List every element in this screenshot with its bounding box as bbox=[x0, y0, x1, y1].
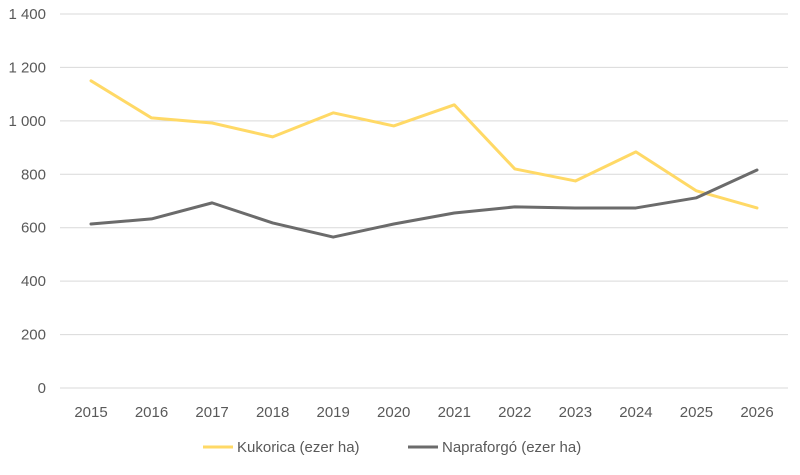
x-tick-label: 2018 bbox=[256, 404, 289, 421]
y-tick-label: 0 bbox=[38, 380, 46, 397]
x-tick-label: 2020 bbox=[377, 404, 410, 421]
x-tick-label: 2016 bbox=[135, 404, 168, 421]
x-tick-label: 2025 bbox=[680, 404, 713, 421]
y-tick-label: 200 bbox=[21, 327, 46, 344]
x-tick-label: 2017 bbox=[195, 404, 228, 421]
x-tick-label: 2026 bbox=[740, 404, 773, 421]
x-tick-label: 2021 bbox=[438, 404, 471, 421]
y-tick-label: 600 bbox=[21, 220, 46, 237]
x-tick-label: 2022 bbox=[498, 404, 531, 421]
y-tick-label: 800 bbox=[21, 166, 46, 183]
x-tick-label: 2015 bbox=[74, 404, 107, 421]
y-tick-label: 1 000 bbox=[8, 113, 46, 130]
y-tick-label: 400 bbox=[21, 273, 46, 290]
legend-label-2: Napraforgó (ezer ha) bbox=[442, 439, 581, 456]
x-tick-label: 2024 bbox=[619, 404, 652, 421]
y-tick-label: 1 400 bbox=[8, 6, 46, 23]
legend-label-1: Kukorica (ezer ha) bbox=[237, 439, 360, 456]
x-tick-label: 2023 bbox=[559, 404, 592, 421]
series-line-1 bbox=[89, 79, 759, 210]
series-line-2 bbox=[89, 168, 759, 239]
y-tick-label: 1 200 bbox=[8, 59, 46, 76]
x-tick-label: 2019 bbox=[316, 404, 349, 421]
